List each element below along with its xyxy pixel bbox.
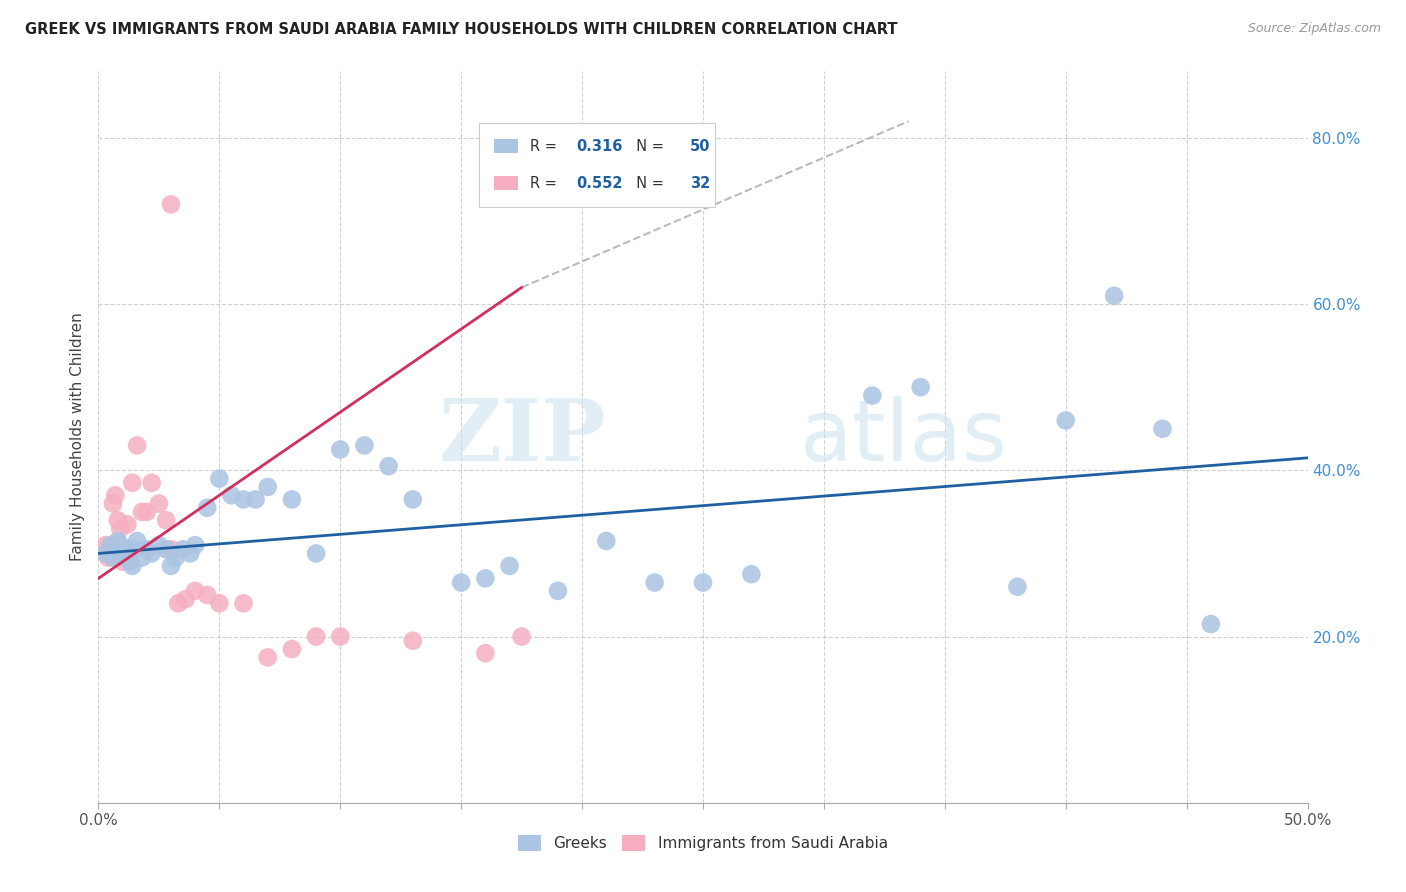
Text: 32: 32	[690, 176, 710, 191]
Point	[135, 542, 157, 557]
Point	[160, 542, 183, 557]
Point	[1152, 422, 1174, 436]
Point	[104, 488, 127, 502]
Point	[256, 480, 278, 494]
Point	[117, 517, 139, 532]
Point	[160, 197, 183, 211]
Y-axis label: Family Households with Children: Family Households with Children	[69, 313, 84, 561]
Point	[305, 546, 328, 560]
Point	[127, 438, 149, 452]
Point	[740, 567, 762, 582]
Point	[121, 475, 143, 490]
Text: 0.316: 0.316	[576, 138, 623, 153]
Point	[97, 550, 120, 565]
Point	[644, 575, 666, 590]
Point	[329, 630, 352, 644]
Point	[131, 505, 153, 519]
Point	[114, 550, 136, 565]
FancyBboxPatch shape	[494, 139, 517, 153]
Point	[474, 646, 496, 660]
Point	[165, 550, 187, 565]
Point	[860, 388, 883, 402]
Point	[131, 550, 153, 565]
Point	[184, 538, 207, 552]
Point	[148, 538, 170, 552]
Point	[329, 442, 352, 457]
Text: R =: R =	[530, 176, 561, 191]
Legend: Greeks, Immigrants from Saudi Arabia: Greeks, Immigrants from Saudi Arabia	[512, 830, 894, 857]
Point	[127, 533, 149, 548]
Point	[141, 475, 163, 490]
Point	[281, 642, 304, 657]
Point	[111, 555, 134, 569]
Point	[402, 492, 425, 507]
Text: N =: N =	[627, 176, 668, 191]
Point	[114, 550, 136, 565]
Point	[256, 650, 278, 665]
Point	[172, 542, 194, 557]
Point	[1007, 580, 1029, 594]
Point	[107, 513, 129, 527]
Text: atlas: atlas	[800, 395, 1008, 479]
Point	[232, 492, 254, 507]
Point	[450, 575, 472, 590]
Point	[111, 546, 134, 560]
Text: N =: N =	[627, 138, 668, 153]
Point	[184, 583, 207, 598]
Point	[141, 546, 163, 560]
Point	[124, 542, 146, 557]
Point	[232, 596, 254, 610]
Point	[148, 497, 170, 511]
Point	[100, 542, 122, 557]
Point	[117, 542, 139, 557]
Point	[305, 630, 328, 644]
Point	[547, 583, 569, 598]
Point	[474, 571, 496, 585]
Point	[377, 459, 399, 474]
Point	[160, 558, 183, 573]
Point	[135, 505, 157, 519]
Point	[100, 538, 122, 552]
Point	[1102, 289, 1125, 303]
Point	[94, 546, 117, 560]
Point	[221, 488, 243, 502]
Text: GREEK VS IMMIGRANTS FROM SAUDI ARABIA FAMILY HOUSEHOLDS WITH CHILDREN CORRELATIO: GREEK VS IMMIGRANTS FROM SAUDI ARABIA FA…	[25, 22, 898, 37]
Text: 50: 50	[690, 138, 710, 153]
FancyBboxPatch shape	[494, 176, 517, 190]
Point	[167, 596, 190, 610]
Point	[107, 533, 129, 548]
Point	[1199, 617, 1222, 632]
Point	[118, 555, 141, 569]
Point	[498, 558, 520, 573]
Text: ZIP: ZIP	[439, 395, 606, 479]
Point	[104, 542, 127, 557]
Text: 0.552: 0.552	[576, 176, 623, 191]
Point	[208, 596, 231, 610]
Point	[1054, 413, 1077, 427]
Point	[155, 513, 177, 527]
Point	[108, 538, 131, 552]
Point	[692, 575, 714, 590]
Point	[174, 592, 197, 607]
Point	[595, 533, 617, 548]
Point	[353, 438, 375, 452]
Point	[195, 500, 218, 515]
Text: Source: ZipAtlas.com: Source: ZipAtlas.com	[1247, 22, 1381, 36]
Point	[179, 546, 201, 560]
Point	[101, 550, 124, 565]
Point	[108, 521, 131, 535]
Point	[402, 633, 425, 648]
Point	[101, 497, 124, 511]
Point	[155, 542, 177, 557]
Point	[195, 588, 218, 602]
Point	[281, 492, 304, 507]
Point	[121, 558, 143, 573]
Point	[510, 630, 533, 644]
Text: R =: R =	[530, 138, 561, 153]
Point	[208, 472, 231, 486]
Point	[94, 538, 117, 552]
Point	[245, 492, 267, 507]
FancyBboxPatch shape	[479, 122, 716, 207]
Point	[910, 380, 932, 394]
